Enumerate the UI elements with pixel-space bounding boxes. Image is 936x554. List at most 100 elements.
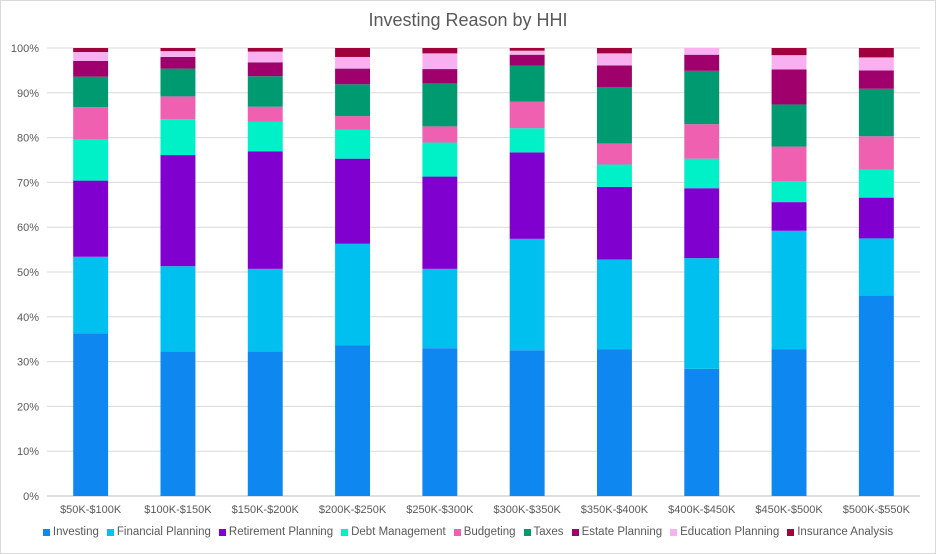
bar-segment: [509, 238, 545, 351]
bar-segment: [422, 53, 458, 70]
x-tick-label: $500K-$550K: [843, 504, 911, 516]
bar-segment: [771, 55, 807, 70]
bar-segment: [160, 51, 196, 57]
bar-segment: [73, 76, 109, 108]
bar-segment: [596, 143, 632, 165]
y-axis: 0% 10% 20% 30% 40% 50% 60% 70% 80% 90% 100%: [11, 43, 39, 503]
legend-swatch: [341, 528, 349, 536]
bar-segment: [509, 350, 545, 496]
legend-label: Estate Planning: [581, 526, 663, 538]
x-tick-label: $50K-$100K: [60, 504, 122, 516]
legend-swatch: [218, 528, 226, 536]
bar-segment: [160, 68, 196, 97]
bar-segment: [335, 48, 371, 57]
bar-segment: [684, 188, 720, 259]
bar-segment: [247, 76, 283, 107]
y-tick-label: 100%: [11, 43, 39, 55]
bar-segment: [160, 351, 196, 496]
legend-item: Retirement Planning: [218, 526, 334, 538]
legend-label: Investing: [52, 526, 99, 538]
legend-swatch: [787, 528, 795, 536]
bar-segment: [73, 52, 109, 61]
bar-segment: [596, 48, 632, 54]
bar-segment: [509, 101, 545, 129]
legend-label: Retirement Planning: [228, 526, 334, 538]
x-tick-label: $350K-$400K: [581, 504, 649, 516]
bar-segment: [422, 48, 458, 54]
x-axis: $50K-$100K $100K-$150K $150K-$200K $200K-$2…: [60, 504, 911, 516]
bar-segment: [247, 51, 283, 63]
bar-segment: [422, 348, 458, 496]
y-tick-label: 0%: [23, 491, 39, 503]
chart-title: Investing Reason by HHI: [368, 10, 568, 30]
bar-segment: [422, 142, 458, 177]
bar-segment: [160, 48, 196, 52]
legend-item: Education Planning: [670, 526, 779, 538]
bar-segment: [771, 181, 807, 203]
bar-segment: [771, 146, 807, 182]
x-tick-label: $300K-$350K: [494, 504, 562, 516]
legend-label: Insurance Analysis: [797, 526, 894, 538]
bar-segment: [247, 106, 283, 122]
bar-segment: [596, 86, 632, 144]
bar-segment: [73, 333, 109, 496]
bar-segment: [858, 48, 894, 58]
bar-segment: [73, 60, 109, 77]
bar-segment: [160, 96, 196, 120]
legend-item: Investing: [42, 526, 99, 538]
bar-segment: [509, 152, 545, 239]
legend: Investing Financial Planning Retirement Pl…: [0, 526, 936, 538]
legend-label: Budgeting: [463, 526, 516, 538]
bar-segment: [684, 48, 720, 55]
bar-segment: [858, 197, 894, 239]
bar-segment: [422, 268, 458, 349]
x-tick-label: $100K-$150K: [144, 504, 212, 516]
x-tick-label: $150K-$200K: [232, 504, 300, 516]
bar-segment: [422, 176, 458, 269]
bar-segment: [509, 128, 545, 153]
bar-segment: [335, 68, 371, 85]
bar-segment: [771, 230, 807, 350]
y-tick-label: 30%: [17, 357, 39, 369]
bar-segment: [596, 349, 632, 496]
bar-segment: [73, 48, 109, 53]
bar-segment: [684, 54, 720, 71]
bar-segment: [160, 155, 196, 267]
bar-segment: [247, 351, 283, 496]
legend-item: Insurance Analysis: [787, 526, 893, 538]
legend-label: Education Planning: [680, 526, 780, 538]
legend-swatch: [42, 528, 50, 536]
bar-segment: [73, 139, 109, 181]
bar-segment: [858, 57, 894, 71]
bar-segment: [684, 258, 720, 369]
bar-segment: [247, 151, 283, 269]
y-tick-label: 60%: [17, 222, 39, 234]
y-tick-label: 40%: [17, 312, 39, 324]
bar-segment: [771, 48, 807, 56]
bar-segment: [422, 126, 458, 143]
bar-segment: [858, 136, 894, 170]
bar-segment: [771, 104, 807, 147]
legend-item: Taxes: [523, 526, 564, 538]
bar-segment: [335, 158, 371, 244]
bar-segment: [858, 88, 894, 137]
legend-label: Financial Planning: [116, 526, 211, 538]
chart-plot: 0% 10% 20% 30% 40% 50% 60% 70% 80% 90% 100% $50K-$…: [11, 43, 920, 516]
y-tick-label: 70%: [17, 177, 39, 189]
bar-segment: [422, 83, 458, 127]
x-tick-label: $200K-$250K: [319, 504, 387, 516]
bar-segment: [858, 295, 894, 496]
bar-segment: [858, 70, 894, 89]
bar-segment: [335, 243, 371, 346]
y-tick-label: 20%: [17, 401, 39, 413]
legend-swatch: [106, 528, 114, 536]
bar-segment: [596, 53, 632, 66]
y-tick-label: 80%: [17, 133, 39, 145]
bar-segment: [335, 116, 371, 130]
bar-segment: [160, 119, 196, 156]
legend-swatch: [670, 528, 678, 536]
bar-segment: [160, 56, 196, 69]
bar-segment: [335, 84, 371, 117]
bar-segment: [73, 107, 109, 140]
bar-segment: [771, 69, 807, 105]
